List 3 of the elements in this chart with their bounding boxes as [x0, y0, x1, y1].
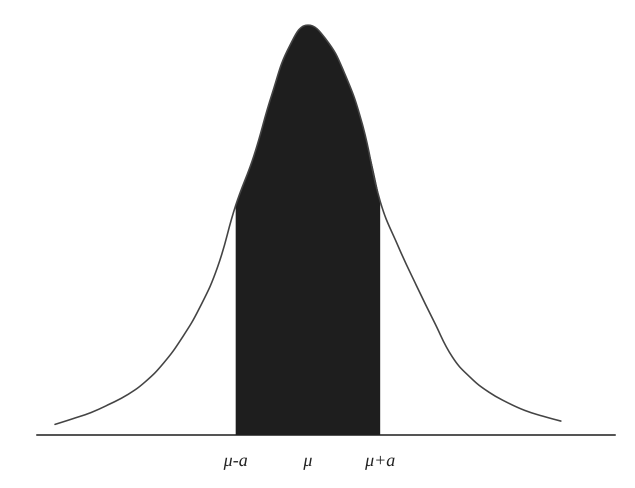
x-tick-label: μ-a — [222, 450, 248, 470]
x-tick-label: μ — [302, 450, 312, 470]
x-tick-label: μ+a — [364, 450, 396, 470]
